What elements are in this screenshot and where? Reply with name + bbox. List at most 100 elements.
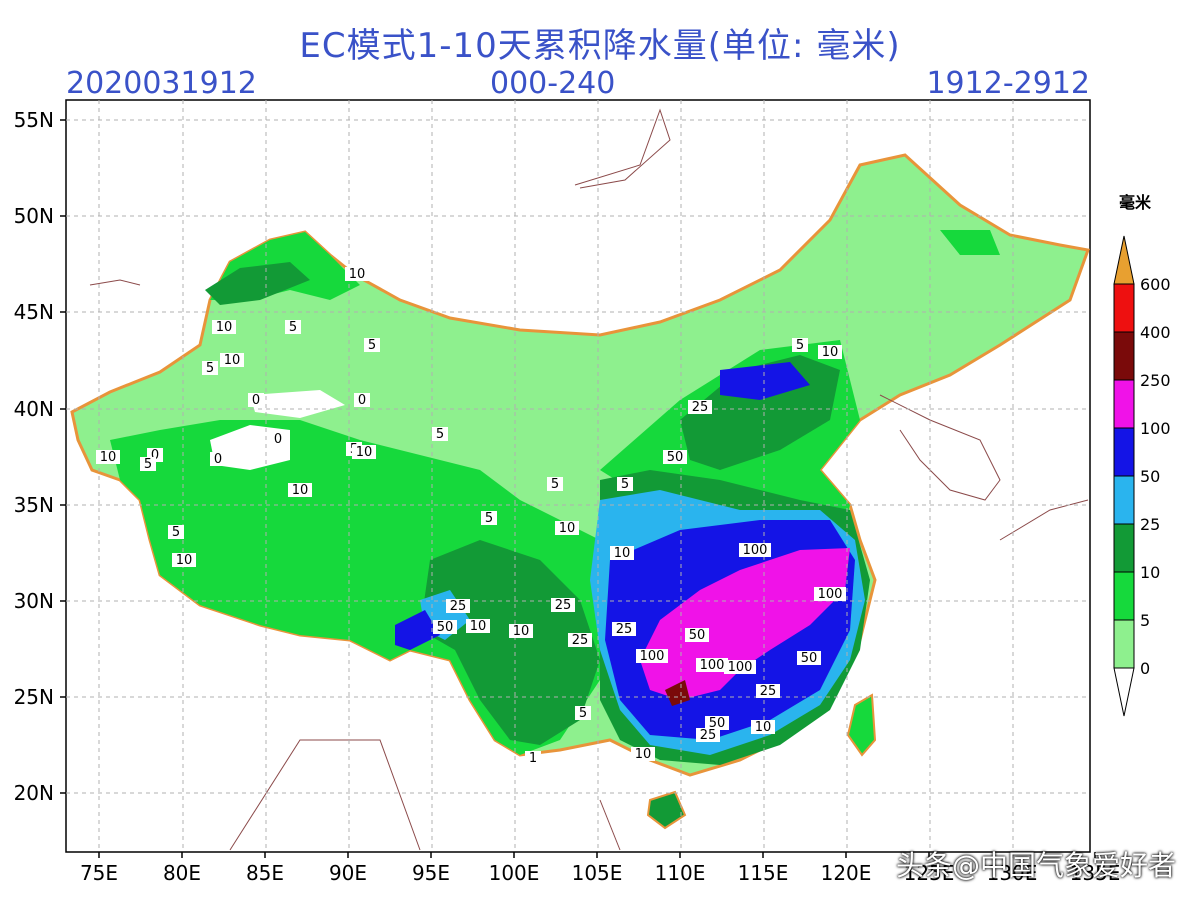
- contour-label-bg: [481, 511, 497, 525]
- contour-label: 50: [689, 628, 706, 643]
- contour-label-bg: [364, 338, 380, 352]
- neighbor-coastline: [879, 394, 1001, 501]
- contour-label: 5: [436, 427, 444, 442]
- contour-label-bg: [96, 450, 120, 464]
- contour-label: 5: [485, 511, 493, 526]
- lon-tick-label: 80E: [163, 861, 201, 885]
- contour-label-bg: [446, 599, 470, 613]
- contour-label-bg: [756, 684, 780, 698]
- contour-label-bg: [555, 521, 579, 535]
- contour-label: 10: [292, 483, 309, 498]
- lon-tick-label: 90E: [329, 861, 367, 885]
- contour-label: 25: [760, 684, 777, 699]
- contour-label-bg: [354, 393, 370, 407]
- lon-tick-label: 75E: [80, 861, 118, 885]
- contour-labels: 1051050000010551051051055255010102525501…: [96, 267, 846, 766]
- lon-tick-label: 120E: [821, 861, 872, 885]
- precip-band-50: [720, 362, 810, 400]
- contour-label: 10: [100, 450, 117, 465]
- contour-label: 50: [709, 716, 726, 731]
- precip-band-10: [205, 262, 310, 305]
- legend-level-label: 10: [1140, 563, 1160, 582]
- lon-tick-label: 125E: [904, 861, 955, 885]
- contour-label: 5: [621, 477, 629, 492]
- contour-label-bg: [547, 477, 563, 491]
- contour-label-bg: [466, 619, 490, 633]
- contour-label: 100: [818, 587, 843, 602]
- lat-tick-label: 25N: [14, 685, 54, 709]
- legend-swatch: [1113, 475, 1135, 525]
- contour-label-bg: [509, 624, 533, 638]
- legend-level-label: 100: [1140, 419, 1171, 438]
- watermark: 头条@中国气象爱好者: [895, 849, 1176, 882]
- contour-label-bg: [568, 633, 592, 647]
- legend-swatch: [1113, 571, 1135, 621]
- contour-label: 0: [358, 393, 366, 408]
- contour-label: 0: [252, 393, 260, 408]
- dry-patch: [250, 390, 345, 418]
- contour-label-bg: [688, 400, 712, 414]
- contour-label: 10: [349, 267, 366, 282]
- contour-label-bg: [792, 338, 808, 352]
- lat-tick-label: 35N: [14, 493, 54, 517]
- contour-label: 10: [176, 553, 193, 568]
- lon-tick-label: 95E: [412, 861, 450, 885]
- contour-label: 100: [743, 543, 768, 558]
- neighbor-coastline: [574, 108, 671, 189]
- legend-upper-arrow: [1113, 235, 1135, 285]
- color-legend: 毫米 0 5 10 25 50 100 250 400 600: [1113, 193, 1171, 717]
- lon-tick-label: 115E: [738, 861, 789, 885]
- neighbor-coastline: [999, 499, 1089, 541]
- contour-label-bg: [202, 361, 218, 375]
- contour-label: 1: [529, 751, 537, 766]
- contour-label-bg: [814, 587, 846, 601]
- legend-level-label: 400: [1140, 323, 1171, 342]
- contour-label-bg: [551, 598, 575, 612]
- contour-label-bg: [612, 622, 636, 636]
- contour-label: 0: [151, 448, 159, 463]
- contour-label: 10: [755, 720, 772, 735]
- contour-label-bg: [636, 649, 668, 663]
- contour-label: 5: [368, 338, 376, 353]
- contour-label: 0: [274, 432, 282, 447]
- contour-label-bg: [705, 716, 729, 730]
- precip-band-50: [395, 610, 440, 650]
- legend-lower-arrow: [1113, 667, 1135, 717]
- legend-unit: 毫米: [1119, 193, 1152, 212]
- contour-label: 100: [728, 660, 753, 675]
- contour-label-bg: [210, 452, 226, 466]
- legend-swatch: [1113, 379, 1135, 429]
- contour-label: 5: [289, 320, 297, 335]
- contour-label-bg: [248, 393, 264, 407]
- lat-tick-label: 45N: [14, 300, 54, 324]
- legend-level-label: 600: [1140, 275, 1171, 294]
- lon-tick-label: 105E: [572, 861, 623, 885]
- contour-label-bg: [751, 720, 775, 734]
- legend-level-label: 5: [1140, 611, 1150, 630]
- contour-label-bg: [797, 651, 821, 665]
- contour-label: 0: [214, 452, 222, 467]
- latitude-axis: 55N 50N 45N 40N 35N 30N 25N 20N: [14, 108, 66, 805]
- contour-label-bg: [696, 658, 728, 672]
- legend-swatch: [1113, 427, 1135, 477]
- contour-label-bg: [575, 706, 591, 720]
- precip-band-100: [640, 548, 850, 700]
- contour-label: 10: [216, 320, 233, 335]
- map-title: EC模式1-10天累积降水量(单位: 毫米): [299, 26, 901, 66]
- contour-label: 10: [356, 445, 373, 460]
- contour-label-bg: [288, 483, 312, 497]
- neighbor-coastline: [599, 799, 621, 851]
- contour-label-bg: [212, 320, 236, 334]
- contour-label-bg: [270, 432, 286, 446]
- lat-tick-label: 40N: [14, 397, 54, 421]
- contour-label: 10: [822, 345, 839, 360]
- lon-tick-label: 110E: [655, 861, 706, 885]
- contour-label-bg: [663, 450, 687, 464]
- legend-swatch: [1113, 331, 1135, 381]
- contour-label: 5: [579, 706, 587, 721]
- contour-label: 10: [635, 747, 652, 762]
- contour-label: 10: [559, 521, 576, 536]
- lon-tick-label: 130E: [987, 861, 1038, 885]
- contour-label: 5: [206, 361, 214, 376]
